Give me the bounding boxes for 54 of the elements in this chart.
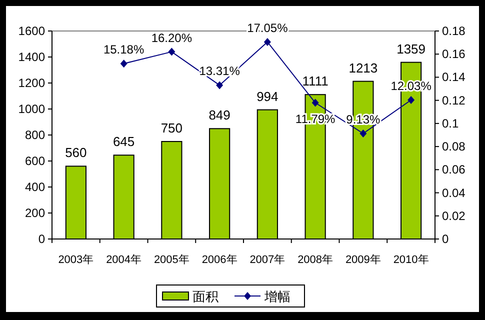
y2-tick-label: 0.02 (442, 208, 466, 223)
point (264, 38, 271, 46)
y-tick-label: 1200 (18, 76, 46, 90)
bar (209, 128, 230, 240)
y2-tick-label: 0.08 (442, 140, 466, 154)
point (120, 60, 128, 68)
y-tick-label: 800 (24, 128, 46, 142)
y-tick-label: 400 (24, 180, 46, 194)
bar (256, 109, 278, 240)
y-tick-label: 1400 (18, 50, 46, 64)
data-label: 1213 (348, 60, 378, 76)
point (360, 130, 367, 138)
data-label: 15.18% (103, 42, 144, 57)
data-label: 645 (112, 134, 135, 150)
data-label: 11.79% (295, 112, 336, 126)
point (168, 48, 176, 56)
y2-tick-label: 0.06 (442, 162, 466, 177)
y-tick-label: 1600 (18, 24, 46, 38)
y2-tick-label: 0.16 (442, 47, 466, 62)
point (312, 98, 319, 107)
legend-label: 面积 (192, 289, 218, 304)
x-tick-label: 2007年 (250, 254, 286, 266)
data-label: 16.20% (151, 30, 192, 45)
y2-tick-label: 0.14 (442, 70, 466, 84)
y2-tick-label: 0.12 (442, 93, 466, 108)
y-tick-label: 1000 (18, 102, 46, 116)
x-tick-label: 2003年 (58, 254, 94, 266)
legend-label: 增幅 (264, 289, 290, 304)
point (216, 81, 224, 90)
bar (65, 166, 86, 240)
data-label: 560 (65, 145, 87, 160)
y2-tick-label: 0 (442, 232, 449, 246)
x-tick-label: 2010年 (393, 254, 429, 266)
y-tick-label: 0 (38, 232, 46, 246)
data-label: 750 (160, 120, 183, 136)
x-tick-label: 2008年 (298, 254, 334, 266)
data-label: 849 (208, 108, 230, 123)
y2-tick-label: 0.18 (442, 24, 466, 38)
x-tick-label: 2006年 (202, 254, 238, 266)
data-label: 994 (256, 88, 278, 104)
data-label: 1111 (302, 74, 328, 89)
data-label: 1359 (396, 41, 426, 56)
y2-tick-label: 0.1 (442, 116, 460, 130)
bar (161, 141, 182, 240)
x-tick-label: 2009年 (345, 254, 381, 266)
x-tick-label: 2004年 (106, 254, 142, 266)
y-tick-label: 200 (24, 206, 46, 220)
y2-tick-label: 0.04 (442, 186, 466, 200)
y-tick-label: 600 (24, 154, 46, 168)
point (408, 96, 415, 104)
data-label: 17.05% (247, 20, 288, 35)
bar (113, 154, 134, 240)
data-label: 12.03% (390, 78, 432, 93)
x-tick-label: 2005年 (154, 254, 190, 266)
